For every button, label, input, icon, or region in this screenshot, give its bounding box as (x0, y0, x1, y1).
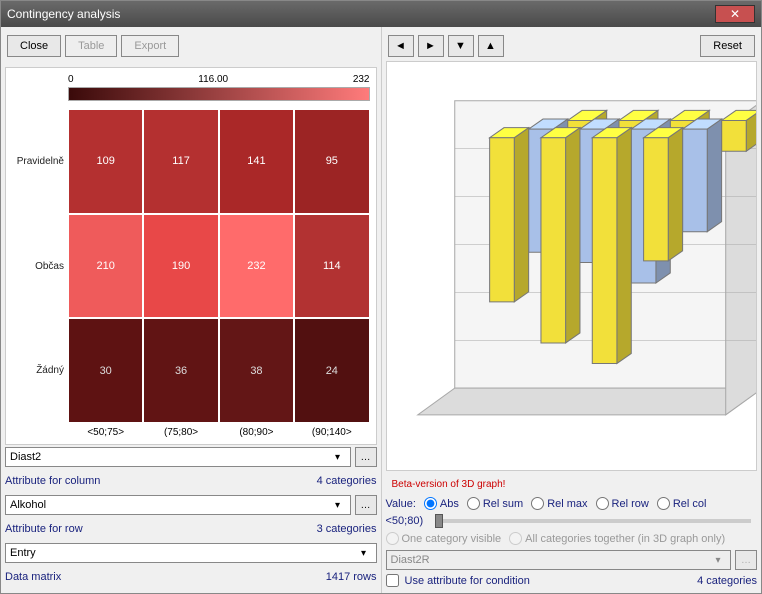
slider-label: <50;80) (386, 515, 424, 527)
attr-col-more-button[interactable]: … (355, 447, 377, 467)
heatmap-xlabel: <50;75> (68, 423, 143, 438)
legend-bar (68, 87, 370, 101)
heatmap-cell: 95 (294, 109, 369, 214)
beta-label: Beta-version of 3D graph! (386, 475, 758, 494)
view-radio: All categories together (in 3D graph onl… (509, 532, 725, 545)
graph3d-svg (387, 62, 757, 470)
value-radio-rel-row[interactable]: Rel row (596, 497, 649, 510)
attr-col-label: Attribute for column (5, 475, 317, 487)
view-radio: One category visible (386, 532, 502, 545)
use-condition-label: Use attribute for condition (405, 575, 692, 587)
heatmap-xlabel: (75;80> (143, 423, 218, 438)
condition-row: Use attribute for condition 4 categories (386, 574, 758, 587)
category-slider[interactable] (435, 519, 751, 523)
heatmap-row: 210190232114 (68, 214, 370, 319)
use-condition-checkbox[interactable] (386, 574, 399, 587)
window-title: Contingency analysis (7, 7, 715, 21)
chevron-down-icon: ▾ (330, 452, 346, 463)
data-matrix-dropdown[interactable]: Entry ▾ (5, 543, 377, 563)
heatmap-grid: PravidelněObčasŽádný 1091171419521019023… (12, 109, 370, 423)
close-button[interactable]: Close (7, 35, 61, 57)
attr-row-value: Alkohol (10, 499, 46, 511)
heatmap-rows: 1091171419521019023211430363824 (68, 109, 370, 423)
value-radio-rel-col[interactable]: Rel col (657, 497, 707, 510)
titlebar: Contingency analysis ✕ (1, 1, 761, 27)
heatmap-cell: 114 (294, 214, 369, 319)
heatmap-cell: 30 (68, 318, 143, 423)
data-matrix-value: Entry (10, 547, 36, 559)
condition-dropdown: Diast2R ▾ … (386, 550, 758, 570)
view-mode-radios: One category visible All categories toget… (386, 532, 758, 545)
value-radios: Value: Abs Rel sum Rel max Rel row Rel col (386, 497, 758, 510)
graph3d-area (386, 61, 758, 471)
table-button[interactable]: Table (65, 35, 117, 57)
chevron-down-icon: ▾ (710, 555, 726, 566)
heatmap-row: 10911714195 (68, 109, 370, 214)
attr-row-info: 3 categories (317, 523, 377, 535)
value-radio-rel-sum[interactable]: Rel sum (467, 497, 523, 510)
heatmap-ylabel: Pravidelně (12, 109, 68, 214)
chevron-down-icon: ▾ (356, 548, 372, 559)
right-panel: Use attribute for condition 4 categories… (382, 27, 762, 593)
arrow-down-button[interactable]: ▼ (448, 35, 474, 57)
heatmap-cell: 117 (143, 109, 218, 214)
attr-row-row: Attribute for row 3 categories (5, 519, 377, 539)
legend-max: 232 (353, 74, 370, 85)
export-button[interactable]: Export (121, 35, 179, 57)
data-matrix-info: 1417 rows (326, 571, 377, 583)
attr-col-info: 4 categories (317, 475, 377, 487)
heatmap-legend: 0 116.00 232 (68, 74, 370, 101)
value-radio-abs[interactable]: Abs (424, 497, 459, 510)
heatmap-row: 30363824 (68, 318, 370, 423)
heatmap-cell: 190 (143, 214, 218, 319)
heatmap-xlabel: (80;90> (219, 423, 294, 438)
heatmap-cell: 210 (68, 214, 143, 319)
content: Data matrix 1417 rows Entry ▾ Attribute f… (1, 27, 761, 593)
heatmap-xlabel: (90;140> (294, 423, 369, 438)
right-toolbar: ◄ ► ▼ ▲ Reset (386, 31, 758, 61)
reset-button[interactable]: Reset (700, 35, 755, 57)
attr-row-label: Attribute for row (5, 523, 317, 535)
heatmap-cell: 141 (219, 109, 294, 214)
arrow-up-button[interactable]: ▲ (478, 35, 504, 57)
condition-more-button: … (735, 550, 757, 570)
heatmap-cell: 24 (294, 318, 369, 423)
arrow-right-button[interactable]: ► (418, 35, 444, 57)
chevron-down-icon: ▾ (330, 500, 346, 511)
condition-value: Diast2R (391, 554, 430, 566)
heatmap-cell: 109 (68, 109, 143, 214)
legend-min: 0 (68, 74, 74, 85)
heatmap-ylabels: PravidelněObčasŽádný (12, 109, 68, 423)
attr-col-dropdown[interactable]: Diast2 ▾ … (5, 447, 377, 467)
attr-row-dropdown[interactable]: Alkohol ▾ … (5, 495, 377, 515)
heatmap-ylabel: Občas (12, 214, 68, 319)
heatmap-cell: 36 (143, 318, 218, 423)
window-close-button[interactable]: ✕ (715, 5, 755, 23)
arrow-left-button[interactable]: ◄ (388, 35, 414, 57)
category-slider-row: <50;80) (386, 515, 758, 527)
attr-row-more-button[interactable]: … (355, 495, 377, 515)
value-radio-rel-max[interactable]: Rel max (531, 497, 587, 510)
heatmap-xlabels: <50;75>(75;80>(80;90>(90;140> (68, 423, 370, 438)
left-panel: Data matrix 1417 rows Entry ▾ Attribute f… (1, 27, 382, 593)
heatmap-area: 0 116.00 232 PravidelněObčasŽádný 109117… (5, 67, 377, 445)
legend-mid: 116.00 (198, 74, 228, 85)
heatmap-ylabel: Žádný (12, 318, 68, 423)
heatmap-cell: 232 (219, 214, 294, 319)
condition-info: 4 categories (697, 575, 757, 587)
value-label: Value: (386, 498, 416, 510)
left-toolbar: Close Table Export (5, 31, 377, 61)
attr-col-value: Diast2 (10, 451, 41, 463)
attr-col-row: Attribute for column 4 categories (5, 471, 377, 491)
heatmap-cell: 38 (219, 318, 294, 423)
data-matrix-label: Data matrix (5, 571, 326, 583)
window: Contingency analysis ✕ Data matrix 1417 … (0, 0, 762, 594)
data-matrix-row: Data matrix 1417 rows (5, 567, 377, 587)
